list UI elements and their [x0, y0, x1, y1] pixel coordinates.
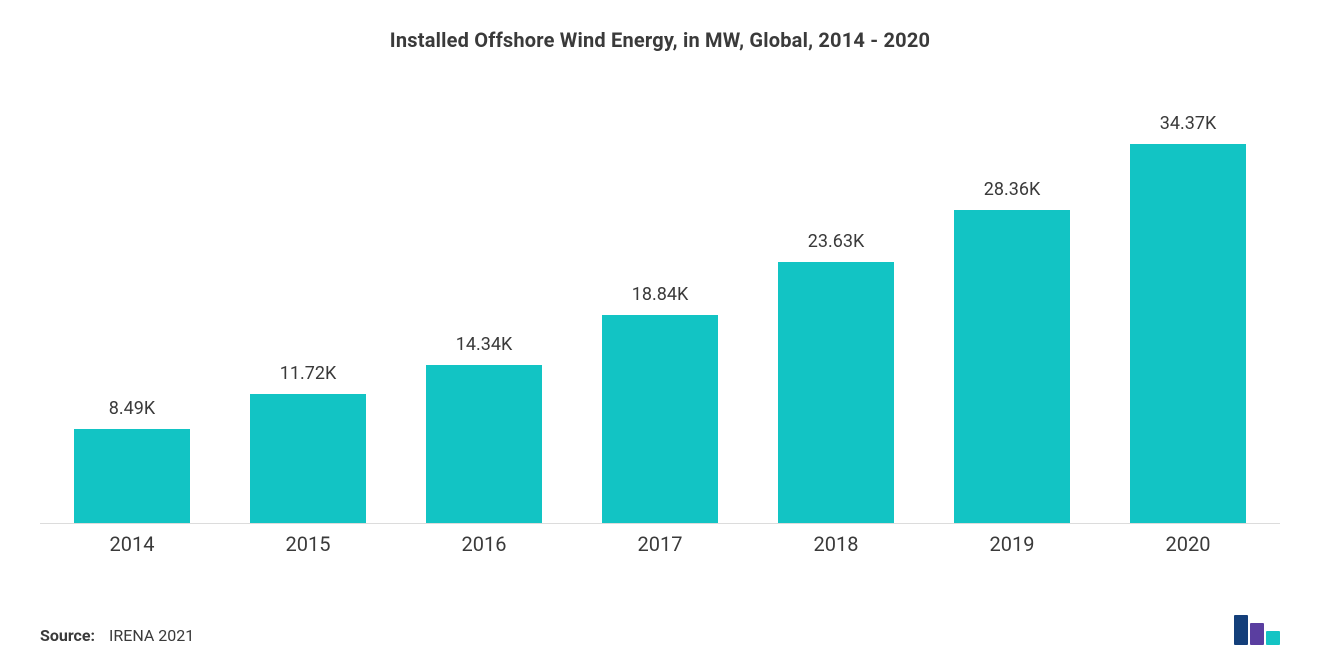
bar-column: 8.49K: [44, 82, 220, 523]
logo-bar-icon: [1266, 631, 1280, 645]
bar-column: 23.63K: [748, 82, 924, 523]
bar-value-label: 18.84K: [572, 284, 748, 305]
x-axis-label: 2014: [44, 524, 220, 562]
x-axis-label: 2018: [748, 524, 924, 562]
x-axis-label: 2016: [396, 524, 572, 562]
bars-row: 8.49K11.72K14.34K 18.84K 23.63K 28.36K 34.37…: [40, 82, 1280, 524]
chart-title: Installed Offshore Wind Energy, in MW, G…: [40, 28, 1280, 52]
bar-value-label: 11.72K: [220, 363, 396, 384]
brand-logo-icon: [1234, 615, 1280, 645]
bar-column: 34.37K: [1100, 82, 1276, 523]
bar-rect: [250, 394, 366, 523]
source-citation: Source: IRENA 2021: [40, 626, 194, 645]
bar-column: 14.34K: [396, 82, 572, 523]
chart-container: Installed Offshore Wind Energy, in MW, G…: [0, 0, 1320, 665]
logo-bar-icon: [1234, 615, 1248, 645]
plot-area: 8.49K11.72K14.34K 18.84K 23.63K 28.36K 34.37…: [40, 82, 1280, 562]
bar-value-label: 28.36K: [924, 179, 1100, 200]
source-label: Source:: [40, 626, 95, 645]
bar-value-label: 23.63K: [748, 231, 924, 252]
x-axis-label: 2015: [220, 524, 396, 562]
bar-rect: [778, 262, 894, 523]
x-axis-label: 2019: [924, 524, 1100, 562]
chart-footer: Source: IRENA 2021: [40, 615, 1280, 645]
source-text: IRENA 2021: [109, 626, 194, 645]
x-axis-label: 2017: [572, 524, 748, 562]
x-axis-label: 2020: [1100, 524, 1276, 562]
bar-rect: [426, 365, 542, 523]
bar-rect: [602, 315, 718, 523]
bar-column: 11.72K: [220, 82, 396, 523]
bar-value-label: 14.34K: [396, 334, 572, 355]
bar-column: 18.84K: [572, 82, 748, 523]
logo-bar-icon: [1250, 623, 1264, 645]
bar-value-label: 8.49K: [44, 398, 220, 419]
x-axis: 2014201520162017201820192020: [40, 524, 1280, 562]
bar-column: 28.36K: [924, 82, 1100, 523]
bar-rect: [74, 429, 190, 523]
bar-value-label: 34.37K: [1100, 113, 1276, 134]
bar-rect: [1130, 144, 1246, 523]
bar-rect: [954, 210, 1070, 523]
